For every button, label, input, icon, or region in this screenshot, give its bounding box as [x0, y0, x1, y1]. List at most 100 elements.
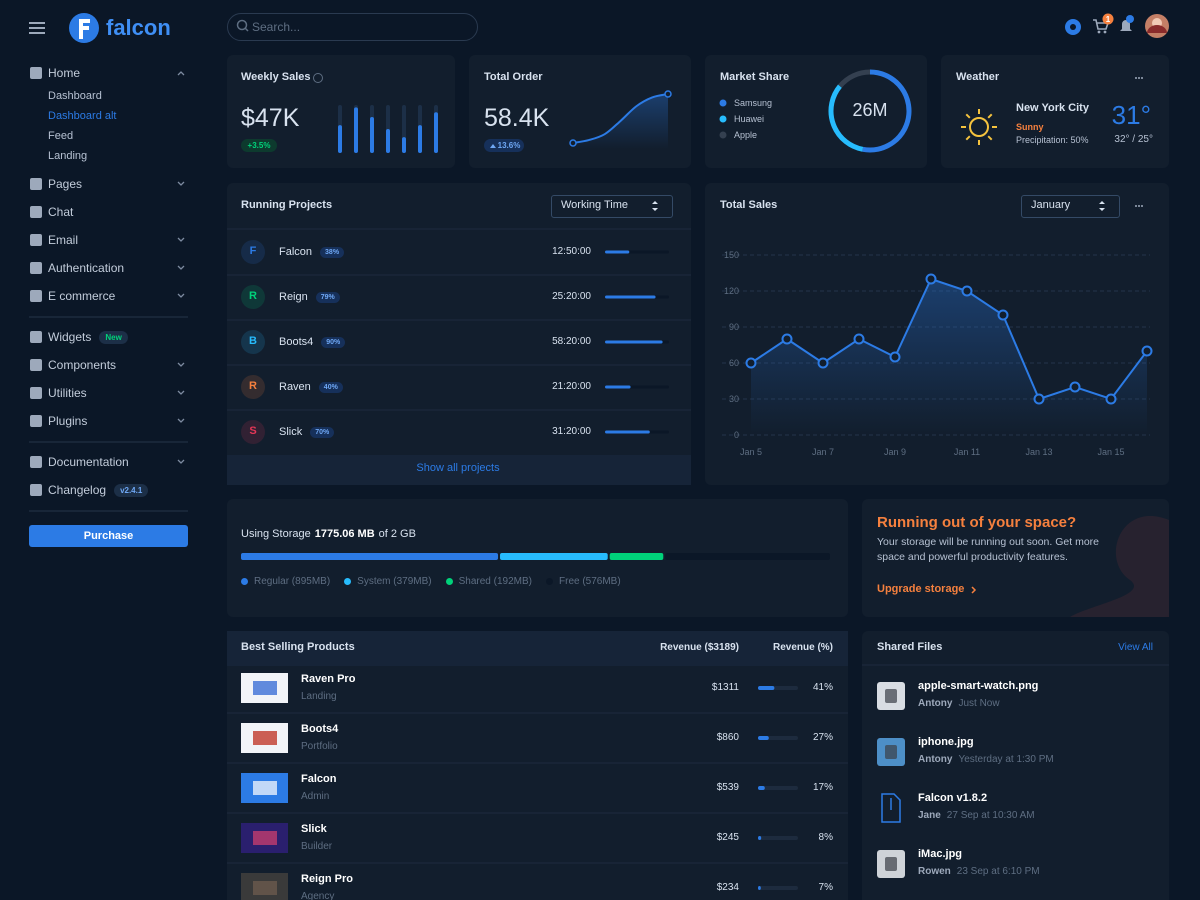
nav-sub-item[interactable]: Dashboard — [48, 90, 102, 103]
project-initial: S — [249, 425, 257, 438]
nav-icon — [30, 178, 42, 190]
line — [750, 277, 1148, 401]
product-name: Falcon — [301, 773, 337, 786]
nav-label: Utilities — [48, 386, 87, 400]
chevron — [177, 265, 185, 270]
file-name[interactable]: apple-smart-watch.png — [918, 680, 1039, 693]
project-avatar — [241, 240, 265, 264]
product-name: Slick — [301, 823, 327, 836]
select[interactable] — [551, 195, 673, 218]
legend-label: Samsung — [734, 97, 773, 108]
area — [751, 279, 1147, 435]
project-percent: 70% — [310, 426, 335, 438]
project-initial: B — [249, 335, 257, 348]
y-tick-label: 30 — [728, 393, 739, 404]
more-icon — [1141, 77, 1143, 79]
file-name[interactable]: iMac.jpg — [918, 848, 963, 861]
nav-label: E commerce — [48, 289, 116, 303]
select[interactable] — [1021, 195, 1120, 218]
sparkline-point — [664, 90, 672, 98]
avatar — [1147, 25, 1167, 33]
card-title: Shared Files — [877, 641, 943, 654]
x-tick-label: Jan 7 — [811, 446, 835, 457]
column-header: Revenue (%) — [772, 642, 833, 653]
x-tick-label: Jan 15 — [1097, 446, 1125, 457]
sun-icon — [965, 113, 971, 119]
nav-item[interactable]: Home — [48, 64, 80, 82]
show-all-link[interactable]: Show all projects — [416, 462, 500, 475]
purchase-button[interactable]: Purchase — [29, 525, 188, 547]
select-value: Working Time — [561, 199, 629, 212]
shared-files-card — [862, 631, 1169, 900]
brand: falcon — [106, 14, 171, 40]
more-icon — [1135, 77, 1137, 79]
project-initial: R — [249, 290, 257, 303]
progress-bar — [605, 295, 656, 299]
point — [781, 333, 793, 345]
nav-icon — [30, 415, 42, 427]
sun-icon — [987, 113, 993, 119]
file-name[interactable]: Falcon v1.8.2 — [918, 792, 988, 805]
product-share: 7% — [818, 882, 833, 893]
search-box[interactable] — [227, 13, 478, 41]
nav-sub-item[interactable]: Landing — [48, 150, 88, 163]
market-share-card — [705, 55, 927, 168]
nav-item[interactable]: Chat — [48, 203, 73, 221]
nav-item[interactable]: Changelog v2.4.1 — [48, 481, 149, 499]
legend-item: Shared (192MB) — [445, 575, 532, 587]
legend-dot — [719, 115, 727, 123]
file-user: Rowen — [918, 865, 951, 877]
point — [745, 357, 757, 369]
view-all-link[interactable]: View All — [1118, 642, 1153, 653]
sun-icon — [969, 117, 989, 137]
nav-item[interactable]: Pages — [48, 175, 82, 193]
nav-item[interactable]: Widgets New — [48, 328, 128, 346]
product-share: 8% — [818, 832, 833, 843]
storage-segment — [500, 553, 608, 560]
sparkline — [572, 93, 669, 144]
upgrade-link[interactable]: Upgrade storage — [877, 583, 965, 596]
file-name[interactable]: iphone.jpg — [918, 736, 974, 749]
file-time: Yesterday at 1:30 PM — [958, 753, 1054, 765]
card-title: Weekly Sales — [241, 71, 311, 84]
select-caret — [1099, 201, 1105, 211]
y-tick-label: 0 — [733, 429, 739, 440]
legend-label: Shared (192MB) — [458, 575, 532, 587]
card-title: Running Projects — [241, 199, 333, 212]
project-time: 58:20:00 — [552, 336, 591, 347]
file-meta: Jane 27 Sep at 10:30 AM — [918, 808, 1035, 822]
bar — [434, 112, 438, 153]
nav-item[interactable]: Authentication — [48, 259, 124, 277]
nav-sub-item[interactable]: Feed — [48, 130, 74, 143]
chevron — [177, 293, 185, 298]
card-title: Best Selling Products — [241, 641, 355, 654]
share-bar — [758, 736, 769, 740]
nav-item[interactable]: Plugins — [48, 412, 87, 430]
kpi-value: 58.4K — [484, 104, 550, 132]
table-header — [227, 631, 848, 666]
product-revenue: $245 — [716, 832, 739, 843]
cart-icon — [1097, 30, 1101, 34]
nav-item[interactable]: Components — [48, 356, 116, 374]
file-user: Antony — [918, 697, 953, 709]
storage-segment — [665, 553, 830, 560]
legend-dot — [546, 577, 553, 585]
nav-item[interactable]: Documentation — [48, 453, 129, 471]
file-thumbnail — [885, 689, 897, 703]
select-value: January — [1031, 199, 1071, 212]
nav-item[interactable]: E commerce — [48, 287, 115, 305]
project-name: Raven 40% — [279, 379, 343, 395]
project-percent: 38% — [320, 246, 345, 258]
product-thumbnail — [253, 781, 277, 795]
x-tick-label: Jan 13 — [1025, 446, 1053, 457]
nav-label: Components — [48, 358, 117, 372]
project-time: 25:20:00 — [552, 291, 591, 302]
share-track — [758, 886, 798, 890]
nav-sub-item[interactable]: Dashboard alt — [48, 110, 117, 123]
point — [853, 333, 865, 345]
nav-item[interactable]: Utilities — [48, 384, 87, 402]
chevron — [177, 459, 185, 464]
kpi-change: 13.6% — [497, 140, 521, 150]
product-name: Reign Pro — [301, 873, 353, 886]
nav-item[interactable]: Email — [48, 231, 78, 249]
